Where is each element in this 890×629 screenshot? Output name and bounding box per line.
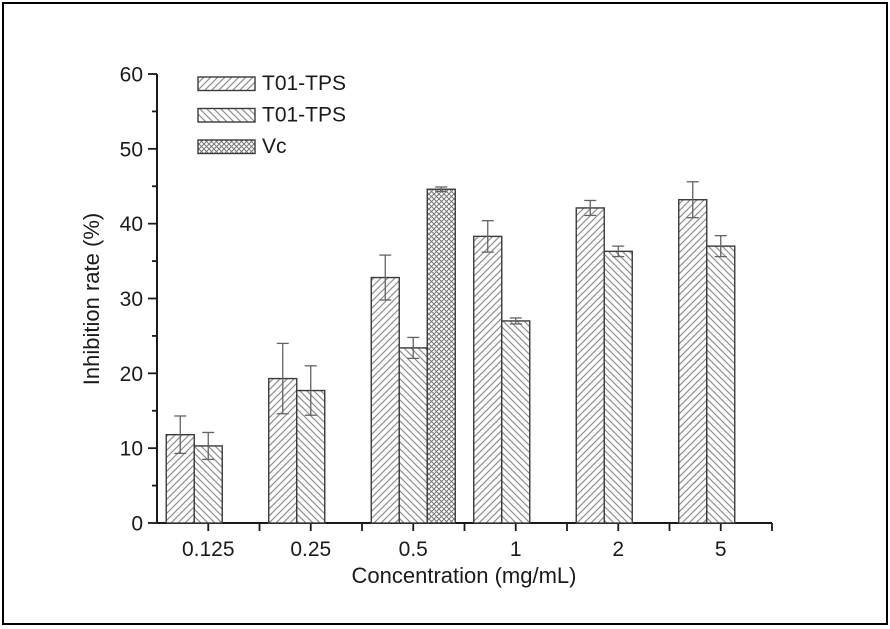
bar-t01-tps-2 (603, 250, 633, 524)
x-tick-label: 0.5 (399, 538, 428, 561)
legend-swatch-vc (197, 139, 256, 155)
y-tick-label: 40 (120, 213, 143, 236)
bar-t01-tps-0.5 (370, 276, 400, 524)
bar-t01-tps-1 (501, 320, 531, 524)
y-tick-label: 0 (131, 513, 143, 536)
y-axis-title: Inhibition rate (%) (79, 213, 104, 385)
y-tick-label: 30 (120, 288, 143, 311)
legend: T01-TPS T01-TPS Vc (197, 72, 346, 158)
y-tick-label: 60 (120, 64, 143, 87)
x-axis-title: Concentration (mg/mL) (352, 563, 577, 588)
x-tick-label: 5 (715, 538, 727, 561)
x-tick-label: 0.125 (182, 538, 235, 561)
legend-swatch-t01-tps-down (197, 107, 256, 123)
bar-t01-tps-5 (678, 199, 708, 524)
legend-label-t01-tps-up: T01-TPS (262, 72, 346, 95)
x-tick-label: 2 (612, 538, 624, 561)
y-tick-label: 10 (120, 438, 143, 461)
bar-t01-tps-1 (473, 235, 503, 524)
bar-t01-tps-5 (706, 245, 736, 524)
x-tick-label: 1 (510, 538, 522, 561)
legend-label-vc: Vc (262, 135, 287, 158)
y-tick-label: 50 (120, 138, 143, 161)
y-tick-label: 20 (120, 363, 143, 386)
bar-chart-canvas: 0 10 20 30 40 50 60 0.125 0.25 0.5 1 2 5 T01-TPS T01… (79, 64, 773, 588)
bar-t01-tps-2 (575, 207, 605, 524)
legend-label-t01-tps-down: T01-TPS (262, 104, 346, 127)
legend-swatch-t01-tps-up (197, 76, 256, 92)
bar-vc-0.5 (426, 188, 456, 524)
plot-area: 0 10 20 30 40 50 60 0.125 0.25 0.5 1 2 5 (120, 64, 773, 561)
x-tick-label: 0.25 (290, 538, 331, 561)
bar-t01-tps-0.5 (398, 347, 428, 524)
